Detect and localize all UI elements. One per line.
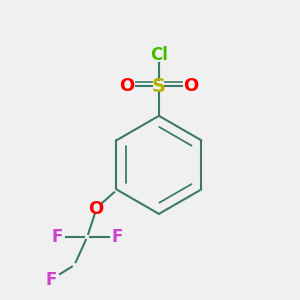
Text: O: O: [183, 77, 199, 95]
Text: Cl: Cl: [150, 46, 168, 64]
Text: F: F: [45, 271, 57, 289]
Text: F: F: [51, 228, 63, 246]
Text: O: O: [88, 200, 104, 218]
Text: S: S: [152, 76, 166, 96]
Text: F: F: [112, 228, 123, 246]
Text: O: O: [119, 77, 134, 95]
